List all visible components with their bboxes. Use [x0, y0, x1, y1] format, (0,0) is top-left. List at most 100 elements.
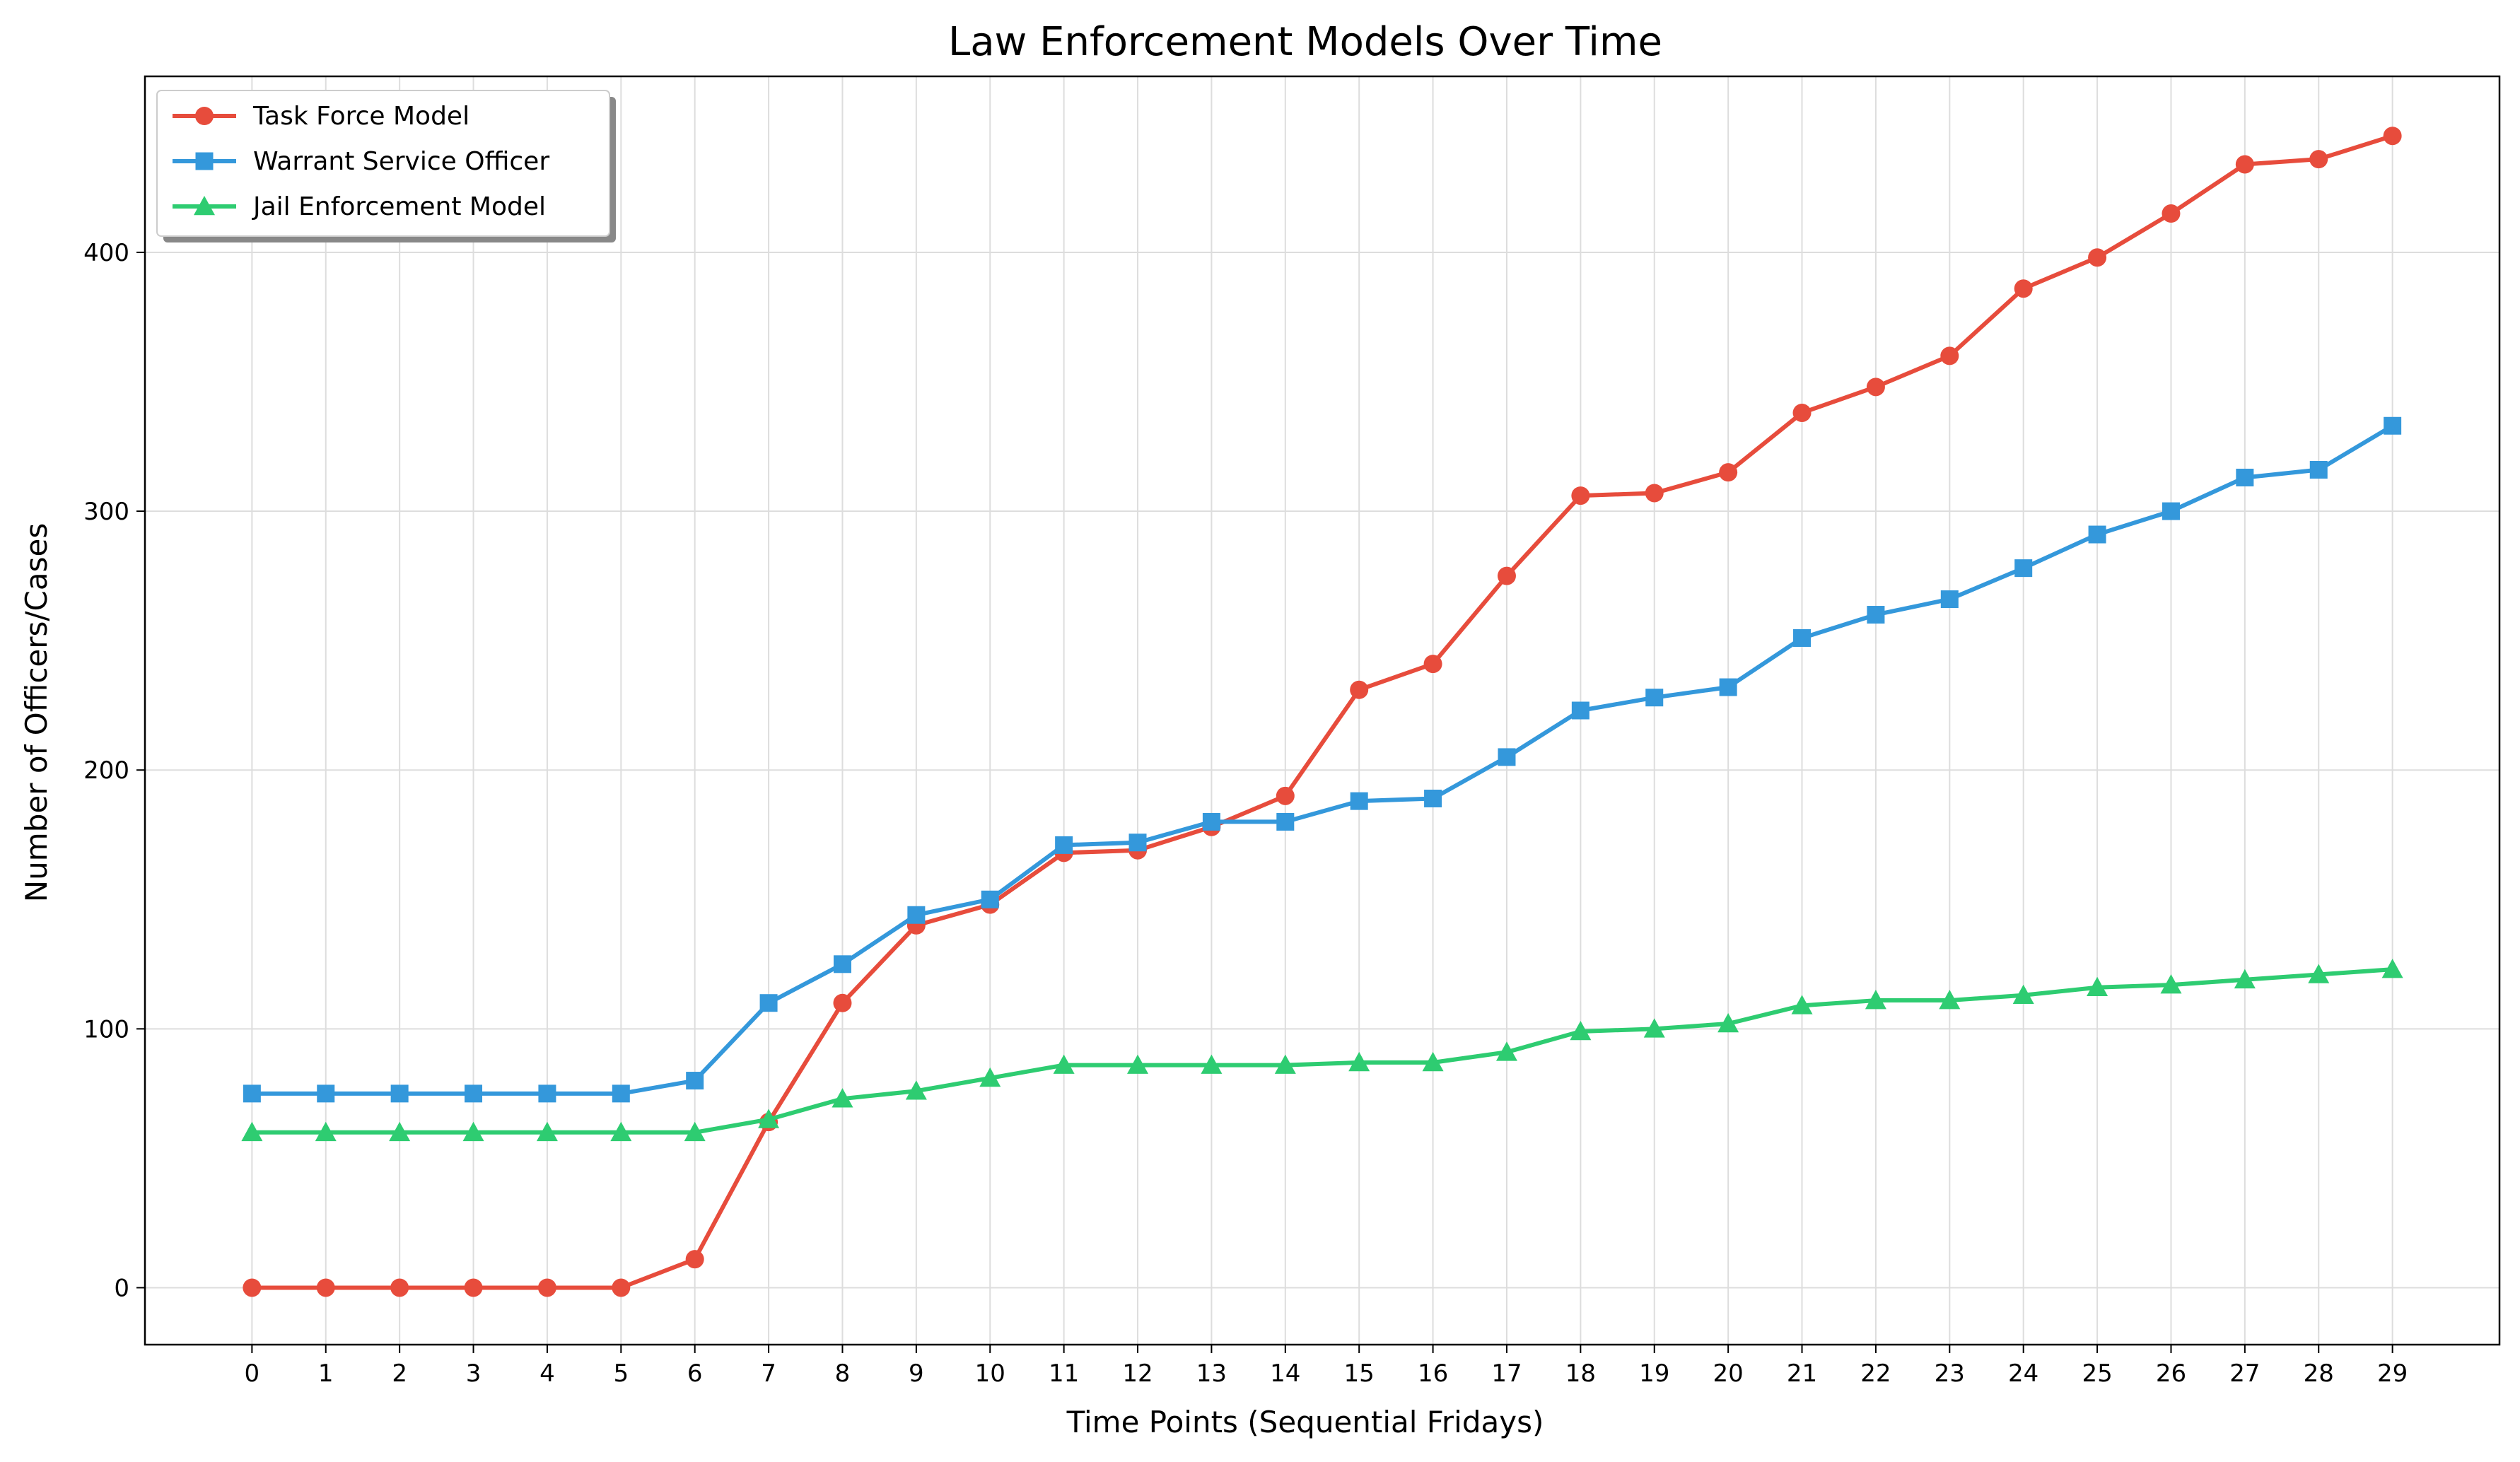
data-point: [243, 1084, 261, 1103]
data-point: [1571, 486, 1590, 505]
data-point: [1498, 748, 1516, 766]
chart-title: Law Enforcement Models Over Time: [948, 19, 1662, 65]
x-axis-title: Time Points (Sequential Fridays): [1066, 1405, 1544, 1439]
x-tick-label: 19: [1639, 1359, 1669, 1388]
x-tick-label: 14: [1270, 1359, 1300, 1388]
data-point: [1643, 1018, 1665, 1038]
data-point: [2235, 155, 2254, 174]
data-point: [2381, 959, 2403, 978]
data-point: [2236, 468, 2254, 486]
data-point: [2309, 150, 2328, 169]
x-tick-label: 23: [1935, 1359, 1965, 1388]
data-point: [241, 1121, 263, 1142]
axis-ticks: 0 1 2 3 4 5 6 7 8 9 10 11 12 13 14 15 16 17 18 19 20 21 22 23 24…: [83, 239, 2408, 1388]
data-point: [2160, 974, 2182, 994]
data-point: [1866, 378, 1885, 397]
data-point: [1495, 1041, 1517, 1061]
plot-frame: [144, 75, 2501, 1346]
data-point: [1570, 1020, 1592, 1041]
data-point: [686, 1072, 704, 1090]
data-point: [1939, 990, 1961, 1010]
data-point: [1423, 655, 1442, 674]
data-point: [2087, 976, 2108, 997]
data-point: [2384, 416, 2402, 435]
x-tick-label: 28: [2304, 1359, 2334, 1388]
y-tick-label: 100: [83, 1015, 129, 1043]
series-0: [243, 127, 2402, 1297]
series-line: [252, 423, 2394, 1096]
data-point: [1865, 990, 1886, 1010]
data-point: [316, 1278, 335, 1297]
legend: Task Force Model Warrant Service Officer J…: [156, 90, 616, 242]
x-tick-label: 12: [1122, 1359, 1153, 1388]
data-point: [759, 994, 778, 1012]
x-tick-label: 10: [975, 1359, 1005, 1388]
data-point: [462, 1121, 484, 1142]
data-point: [2014, 559, 2033, 578]
data-point: [536, 1121, 558, 1142]
data-point: [1422, 1051, 1444, 1072]
data-point: [1793, 628, 1812, 647]
x-tick-label: 11: [1049, 1359, 1079, 1388]
legend-marker: [195, 152, 214, 170]
data-point: [1276, 786, 1295, 805]
data-point: [685, 1250, 704, 1269]
series-line: [252, 967, 2393, 1135]
y-axis-title: Number of Officers/Cases: [19, 523, 54, 902]
data-point: [2383, 127, 2402, 146]
legend-label: Warrant Service Officer: [253, 147, 549, 176]
data-point: [758, 1109, 780, 1128]
data-point: [833, 993, 852, 1012]
x-tick-label: 5: [613, 1359, 629, 1388]
legend-marker: [195, 107, 214, 125]
x-tick-label: 1: [318, 1359, 334, 1388]
data-point: [1276, 812, 1295, 831]
data-point: [537, 1278, 556, 1297]
legend-entry: Jail Enforcement Model: [173, 192, 546, 221]
x-tick-label: 13: [1196, 1359, 1227, 1388]
y-tick-label: 0: [114, 1274, 129, 1302]
data-point: [1055, 836, 1073, 854]
x-tick-label: 26: [2156, 1359, 2186, 1388]
data-point: [2014, 279, 2033, 298]
x-tick-label: 2: [392, 1359, 407, 1388]
data-point: [2308, 964, 2330, 983]
legend-label: Jail Enforcement Model: [252, 192, 546, 221]
y-tick-label: 400: [83, 239, 129, 267]
data-point: [1350, 792, 1368, 810]
legend-box: [156, 90, 610, 237]
data-point: [2162, 502, 2180, 520]
x-tick-label: 20: [1713, 1359, 1744, 1388]
data-point: [1424, 789, 1442, 807]
x-tick-label: 15: [1344, 1359, 1375, 1388]
data-point: [1719, 678, 1737, 696]
x-tick-label: 21: [1787, 1359, 1817, 1388]
x-tick-label: 17: [1491, 1359, 1522, 1388]
data-point: [2088, 525, 2106, 544]
series-1: [243, 416, 2402, 1103]
x-tick-label: 8: [835, 1359, 851, 1388]
y-tick-label: 200: [83, 756, 129, 785]
data-point: [979, 1067, 1001, 1087]
data-point: [2234, 969, 2256, 989]
data-point: [1571, 701, 1589, 720]
data-point: [2309, 461, 2328, 479]
data-point: [1867, 606, 1885, 624]
data-point: [981, 890, 999, 908]
data-point: [1940, 346, 1959, 366]
data-point: [612, 1278, 631, 1297]
data-point: [2088, 248, 2107, 267]
data-point: [390, 1084, 409, 1103]
data-point: [1201, 1054, 1223, 1074]
data-point: [610, 1121, 632, 1142]
x-tick-label: 16: [1418, 1359, 1448, 1388]
legend-entry: Warrant Service Officer: [173, 147, 549, 176]
x-tick-label: 6: [687, 1359, 703, 1388]
x-tick-label: 4: [539, 1359, 555, 1388]
legend-marker: [194, 196, 215, 216]
data-point: [243, 1278, 262, 1297]
data-point: [1202, 812, 1220, 831]
data-point: [1348, 1051, 1370, 1072]
data-point: [465, 1084, 483, 1103]
